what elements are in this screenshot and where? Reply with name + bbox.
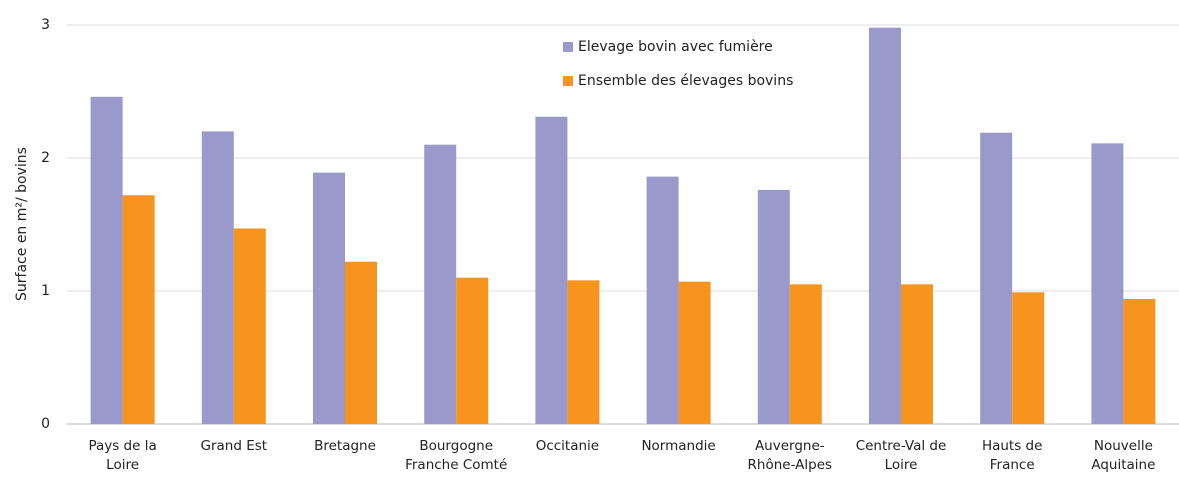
bar [201,131,234,424]
bar [1123,298,1156,424]
x-tick-label: Auvergne-Rhône-Alpes [747,438,833,473]
bar [535,116,568,425]
bar [901,284,933,424]
bar [233,228,266,424]
bar [646,176,679,424]
y-tick-label: 1 [41,283,50,299]
bar [456,277,489,424]
bar [757,189,790,424]
bar [313,172,345,424]
x-tick-label: Bourgogne Franche Comté [405,438,508,473]
y-axis-label: Surface en m²/ bovins [14,147,30,301]
bar [869,27,901,424]
legend-swatch [563,42,573,52]
x-tick-label: Nouvelle Aquitaine [1091,438,1156,473]
legend-label: Ensemble des élevages bovins [578,73,793,89]
x-tick-label: Bretagne [314,438,376,454]
x-tick-label: Grand Est [200,438,268,454]
bar [122,195,155,424]
bar [980,132,1013,425]
x-tick-label: Centre-Val de Loire [855,438,947,473]
bar [1091,143,1124,424]
bar [424,144,457,424]
x-tick-label: Hauts de France [981,438,1043,473]
x-tick-label: Pays de la Loire [88,438,157,473]
x-tick-label: Normandie [641,438,716,454]
bar [678,281,711,424]
bar [90,96,123,424]
legend-label: Elevage bovin avec fumière [578,39,773,55]
legend-swatch [563,76,573,86]
bar [789,284,822,424]
bar [345,261,377,424]
y-tick-label: 2 [41,150,50,166]
y-tick-label: 0 [41,416,50,432]
y-tick-label: 3 [41,17,50,33]
bar [1012,292,1045,424]
x-tick-label: Occitanie [535,438,600,454]
bar [567,280,600,424]
